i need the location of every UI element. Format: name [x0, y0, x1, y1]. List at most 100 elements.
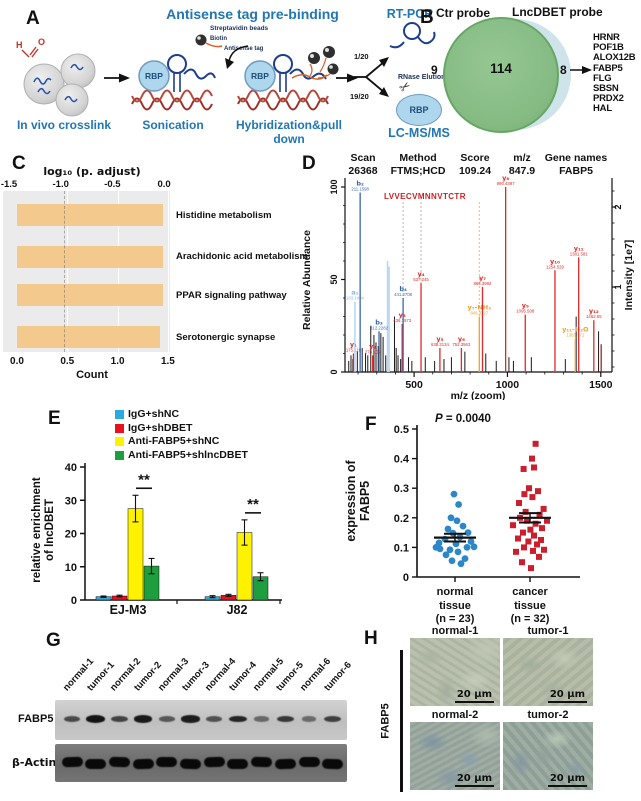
x-tick-label: 500	[405, 379, 423, 391]
actin-band	[132, 758, 154, 770]
panel-c-pathway-chart: C log₁₀ (p. adjust) -1.5 -1.0 -0.5 0.0 Hist…	[0, 150, 308, 400]
scatter-point-cancer	[528, 565, 534, 572]
ion-label: y₅	[436, 335, 443, 343]
y-tick-label: 0.5	[394, 424, 409, 436]
bottom-tick-label: 0.0	[10, 356, 24, 367]
scatter-point-cancer	[510, 522, 516, 529]
arrow-2-icon	[336, 73, 358, 83]
ion-mz-value: 278.166	[365, 349, 381, 354]
fabp5-band	[181, 715, 200, 723]
scatter-point-normal	[467, 538, 475, 545]
rna-squiggles	[33, 63, 84, 103]
scatter-point-cancer	[532, 440, 539, 447]
y-axis-title: relative enrichmentof lncDBET	[31, 477, 56, 583]
dna-strand-1	[237, 97, 329, 111]
header-value: 847.9	[508, 165, 536, 177]
ion-mz-value: 1254.529	[546, 264, 565, 269]
fabp5-band	[301, 716, 317, 722]
header-value: 109.24	[458, 165, 492, 177]
x-category-label: J82	[227, 603, 248, 617]
fabp5-band	[86, 715, 106, 723]
y-tick-label: 0	[329, 369, 339, 374]
gene-item: FLG	[593, 72, 612, 84]
p-rest: = 0.0040	[442, 413, 491, 425]
scatter-point-normal	[461, 555, 469, 563]
group-label: cancer tissue (n = 32)	[495, 586, 565, 627]
bead-1-highlight	[310, 54, 314, 58]
group-label: normal tissue (n = 23)	[420, 586, 490, 627]
y-axis-title-line: FABP5	[358, 481, 372, 521]
rbp-ellipse: RBP	[396, 94, 442, 126]
actin-band	[156, 757, 178, 767]
panel-h-label: H	[364, 628, 378, 649]
antisense-tag-label: Antisense tag	[224, 46, 264, 52]
gene-item: HRNR	[593, 32, 620, 43]
scatter-point-cancer	[520, 529, 526, 536]
ion-label: y₂	[369, 342, 376, 350]
spectrum-plot: 0 50 100 Relative Abundance 1 2 Intensity [1e7…	[301, 174, 635, 400]
bead-1	[308, 52, 320, 64]
scatter-point-cancer	[536, 553, 542, 560]
scatter-point-normal	[457, 560, 465, 568]
ion-mz-value: 175.119	[346, 348, 362, 353]
x-axis-title: Count	[76, 369, 108, 381]
scatter-point-cancer	[530, 547, 536, 554]
top-tick-label: -1.5	[0, 179, 18, 190]
actin-band	[85, 759, 107, 769]
ion-label: y₆	[458, 335, 465, 343]
step-label-crosslink: In vivo crosslink	[16, 118, 112, 132]
scatter-point-cancer	[524, 517, 530, 524]
x-category-label: EJ-M3	[110, 603, 147, 617]
header-value: FTMS;HCD	[390, 165, 446, 177]
pathway-bar	[17, 326, 160, 348]
tile-title-normal-1: normal-1	[431, 625, 479, 637]
ion-label: y₃	[399, 311, 406, 319]
actin-band	[322, 758, 344, 770]
ion-mz-value: 537.245	[413, 277, 429, 282]
panel-e-label: E	[48, 408, 61, 429]
scatter-point-cancer	[536, 511, 543, 518]
actin-blot-strip	[55, 744, 347, 782]
tile-title-tumor-1: tumor-1	[527, 625, 569, 637]
ion-mz-value: 1363.571	[566, 333, 585, 338]
right-tick-label: 1	[613, 284, 623, 289]
peptide-sequence: LVVECVMNNVTCTR	[384, 192, 466, 201]
significance-stars: **	[138, 471, 150, 488]
y-tick-label: 0.3	[394, 483, 409, 495]
reference-dashed-line	[64, 191, 66, 352]
scale-bar: 20 μm	[454, 773, 494, 787]
blot-row-label-fabp5: FABP5	[18, 713, 54, 725]
scatter-point-normal	[446, 546, 454, 554]
panel-h-ihc: H FABP5 normal-1 tumor-1 20 μm 20 μm nor…	[360, 620, 641, 801]
bottom-tick-label: 1.5	[160, 356, 175, 367]
legend-label: IgG+shNC	[128, 408, 180, 420]
side-label-fabp5: FABP5	[379, 703, 392, 739]
legend-swatch	[115, 423, 124, 433]
rtpcr-rna-icon	[389, 22, 436, 49]
lcms-label: LC-MS/MS	[388, 126, 450, 140]
gene-item: FABP5	[593, 62, 623, 74]
scatter-point-normal	[444, 525, 452, 533]
gridline	[67, 191, 69, 352]
rbp-circle	[138, 60, 170, 92]
x-tick-label: 1000	[496, 379, 520, 391]
panel-d-spectrum: D Scan 26368 Method FTMS;HCD Score 109.24 m/z 8…	[300, 150, 641, 400]
scatter-point-cancer	[529, 494, 536, 501]
scatter-point-normal	[435, 539, 443, 547]
pathway-bar	[17, 284, 163, 306]
formaldehyde-doublebond-2	[31, 48, 39, 58]
scatter-point-cancer	[515, 535, 521, 542]
scatter-point-cancer	[531, 464, 537, 471]
scatter-point-cancer	[525, 538, 532, 545]
top-axis-title: log₁₀ (p. adjust)	[43, 165, 141, 178]
panel-d-label: D	[302, 153, 316, 174]
scatter-point-cancer	[527, 526, 534, 533]
scatter-point-cancer	[526, 485, 532, 492]
panel-c-label: C	[12, 153, 26, 174]
top-tick-label: -1.0	[52, 179, 69, 190]
ion-mz-value: 990.4397	[497, 181, 516, 186]
scatter-point-cancer	[521, 491, 528, 498]
sonication-illustration: RBP	[131, 54, 216, 111]
group-label-line: (n = 32)	[510, 613, 550, 625]
